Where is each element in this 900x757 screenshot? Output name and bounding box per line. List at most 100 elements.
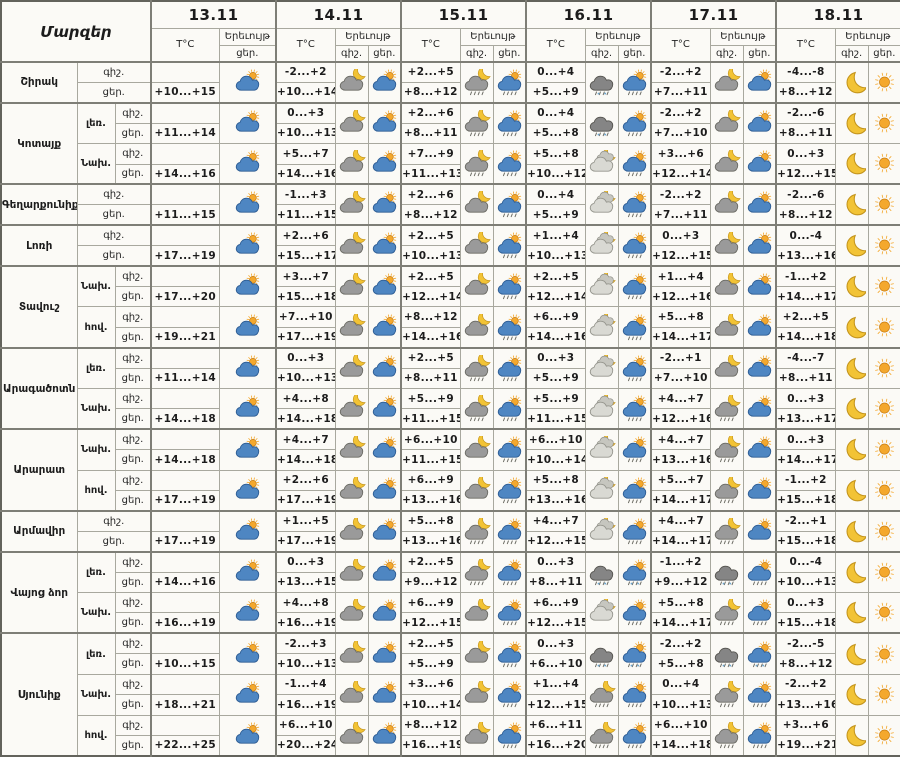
- rain-day-icon: [492, 346, 527, 389]
- temperature-value: +7...+10: [275, 306, 336, 328]
- table-row: Նախ. գիշ. -1...+4 +3...+6 +1...+4 0...+4 -2...…: [1, 673, 900, 716]
- cloudy-night-light-icon: [584, 509, 619, 553]
- night-sublabel: գիշ.: [334, 44, 369, 63]
- temperature-value: +13...+16: [775, 694, 836, 716]
- rain-day-icon: [742, 550, 777, 594]
- zone-label: հով.: [76, 306, 116, 349]
- temperature-value: +10...+14: [275, 81, 336, 104]
- temperature-value: +10...+15: [150, 653, 220, 675]
- day-sublabel: ցեր.: [617, 44, 652, 63]
- partly-cloudy-day-icon: [367, 592, 402, 634]
- temperature-value: +8...+12: [400, 714, 461, 736]
- temperature-value: +3...+6: [400, 673, 461, 696]
- temperature-value: +4...+7: [650, 387, 711, 410]
- cloudy-night-icon: [334, 469, 369, 512]
- temperature-value: +13...+16: [525, 490, 586, 512]
- temperature-value: [150, 224, 220, 247]
- temperature-value: +5...+9: [525, 204, 586, 226]
- region-name: Վայոց ձոր: [0, 550, 78, 634]
- temperature-value: +10...+13: [775, 571, 836, 594]
- rain-day-icon: [617, 346, 652, 389]
- zone-label: Նախ.: [76, 592, 116, 634]
- temperature-value: +4...+8: [275, 592, 336, 614]
- temperature-value: +6...+9: [525, 306, 586, 328]
- table-row: Նախ. գիշ. +4...+8 +6...+9 +6...+9 +5...+8 0...…: [1, 592, 900, 634]
- partly-cloudy-day-icon: [367, 265, 402, 308]
- temperature-value: -2...-6: [775, 183, 836, 206]
- time-of-day-label: ցեր.: [76, 204, 152, 226]
- temperature-value: +5...+8: [525, 469, 586, 492]
- temperature-value: -2...+2: [650, 60, 711, 83]
- rain-day-icon: [617, 673, 652, 716]
- temperature-value: +14...+17: [650, 530, 711, 553]
- phenomena-header: Երեւույթ: [834, 27, 900, 46]
- table-row: Նախ. գիշ. +5...+7 +7...+9 +5...+8 +3...+6 0...…: [1, 143, 900, 185]
- temperature-value: +17...+19: [150, 530, 220, 553]
- zone-label: լեռ.: [76, 346, 116, 389]
- temperature-value: +6...+9: [525, 592, 586, 614]
- temperature-value: +2...+5: [400, 632, 461, 655]
- clear-night-icon: [834, 592, 869, 634]
- temperature-value: +16...+20: [525, 734, 586, 757]
- night-sublabel: գիշ.: [834, 44, 869, 63]
- temperature-value: +3...+7: [275, 265, 336, 287]
- temperature-value: -2...+3: [275, 632, 336, 655]
- clear-night-icon: [834, 346, 869, 389]
- temperature-value: 0...+3: [525, 632, 586, 655]
- phenomena-header: Երեւույթ: [709, 27, 777, 46]
- temperature-value: +12...+16: [650, 408, 711, 430]
- cloudy-night-icon: [334, 265, 369, 308]
- time-of-day-label: գիշ.: [114, 101, 152, 124]
- table-row: Գեղարքունիք գիշ. -1...+3 +2...+6 0...+4 -2...…: [0, 183, 900, 226]
- temperature-value: +17...+19: [275, 530, 336, 553]
- temperature-value: +14...+17: [650, 490, 711, 512]
- time-of-day-label: ցեր.: [114, 163, 152, 185]
- table-body: Շիրակ գիշ. -2...+2 +2...+5 0...+4 -2...+2 -4..…: [0, 60, 900, 757]
- temperature-value: +4...+7: [650, 428, 711, 451]
- temperature-value: +5...+8: [525, 122, 586, 145]
- temperature-value: [150, 592, 220, 614]
- temperature-value: +8...+12: [775, 204, 836, 226]
- date-header: 13.11: [150, 0, 277, 29]
- sleet-night-icon: [709, 550, 744, 594]
- night-sublabel: գիշ.: [459, 44, 494, 63]
- temperature-value: +22...+25: [150, 734, 220, 757]
- clear-day-icon: [867, 143, 900, 185]
- temperature-value: [150, 265, 220, 287]
- temperature-value: +8...+12: [400, 306, 461, 328]
- time-of-day-label: ցեր.: [114, 367, 152, 390]
- zone-label: Նախ.: [76, 673, 116, 716]
- partly-cloudy-day-icon: [367, 61, 402, 104]
- zone-label: հով.: [76, 469, 116, 512]
- rain-night-icon: [459, 388, 494, 430]
- temperature-value: 0...+3: [775, 387, 836, 410]
- partly-cloudy-day-icon: [367, 428, 402, 471]
- clear-night-icon: [834, 632, 869, 675]
- cloudy-night-light-icon: [584, 346, 619, 389]
- temperature-value: +16...+19: [400, 734, 461, 757]
- clear-day-icon: [867, 101, 900, 145]
- temperature-value: [150, 550, 220, 573]
- temperature-value: +11...+14: [150, 122, 220, 145]
- table-row: Լոռի գիշ. +2...+6 +2...+5 +1...+4 0...+3 0...-…: [0, 224, 900, 267]
- table-row: Արագածոտն լեռ. գիշ. 0...+3 +2...+5 0...+3 -2..…: [0, 346, 900, 430]
- temperature-value: +19...+21: [775, 734, 836, 757]
- partly-cloudy-day-icon: [742, 388, 777, 430]
- temperature-value: +5...+8: [525, 143, 586, 165]
- temperature-value: +10...+13: [275, 367, 336, 390]
- temperature-value: 0...+4: [650, 673, 711, 696]
- time-of-day-label: գիշ.: [114, 143, 152, 165]
- temperature-value: +8...+11: [775, 367, 836, 390]
- rain-day-icon: [617, 143, 652, 185]
- region-name: Լոռի: [0, 224, 78, 267]
- temperature-value: +11...+13: [400, 163, 461, 185]
- table-row: Տավուշ Նախ. գիշ. +3...+7 +2...+5 +2...+5 +1...…: [0, 265, 900, 349]
- temperature-value: +2...+5: [400, 224, 461, 247]
- sleet-day-icon: [617, 632, 652, 675]
- rain-night-icon: [709, 509, 744, 553]
- time-of-day-label: ցեր.: [114, 285, 152, 308]
- rain-day-icon: [492, 550, 527, 594]
- time-of-day-label: գիշ.: [114, 673, 152, 696]
- temperature-value: +3...+6: [775, 714, 836, 736]
- date-header: 14.11: [275, 0, 402, 29]
